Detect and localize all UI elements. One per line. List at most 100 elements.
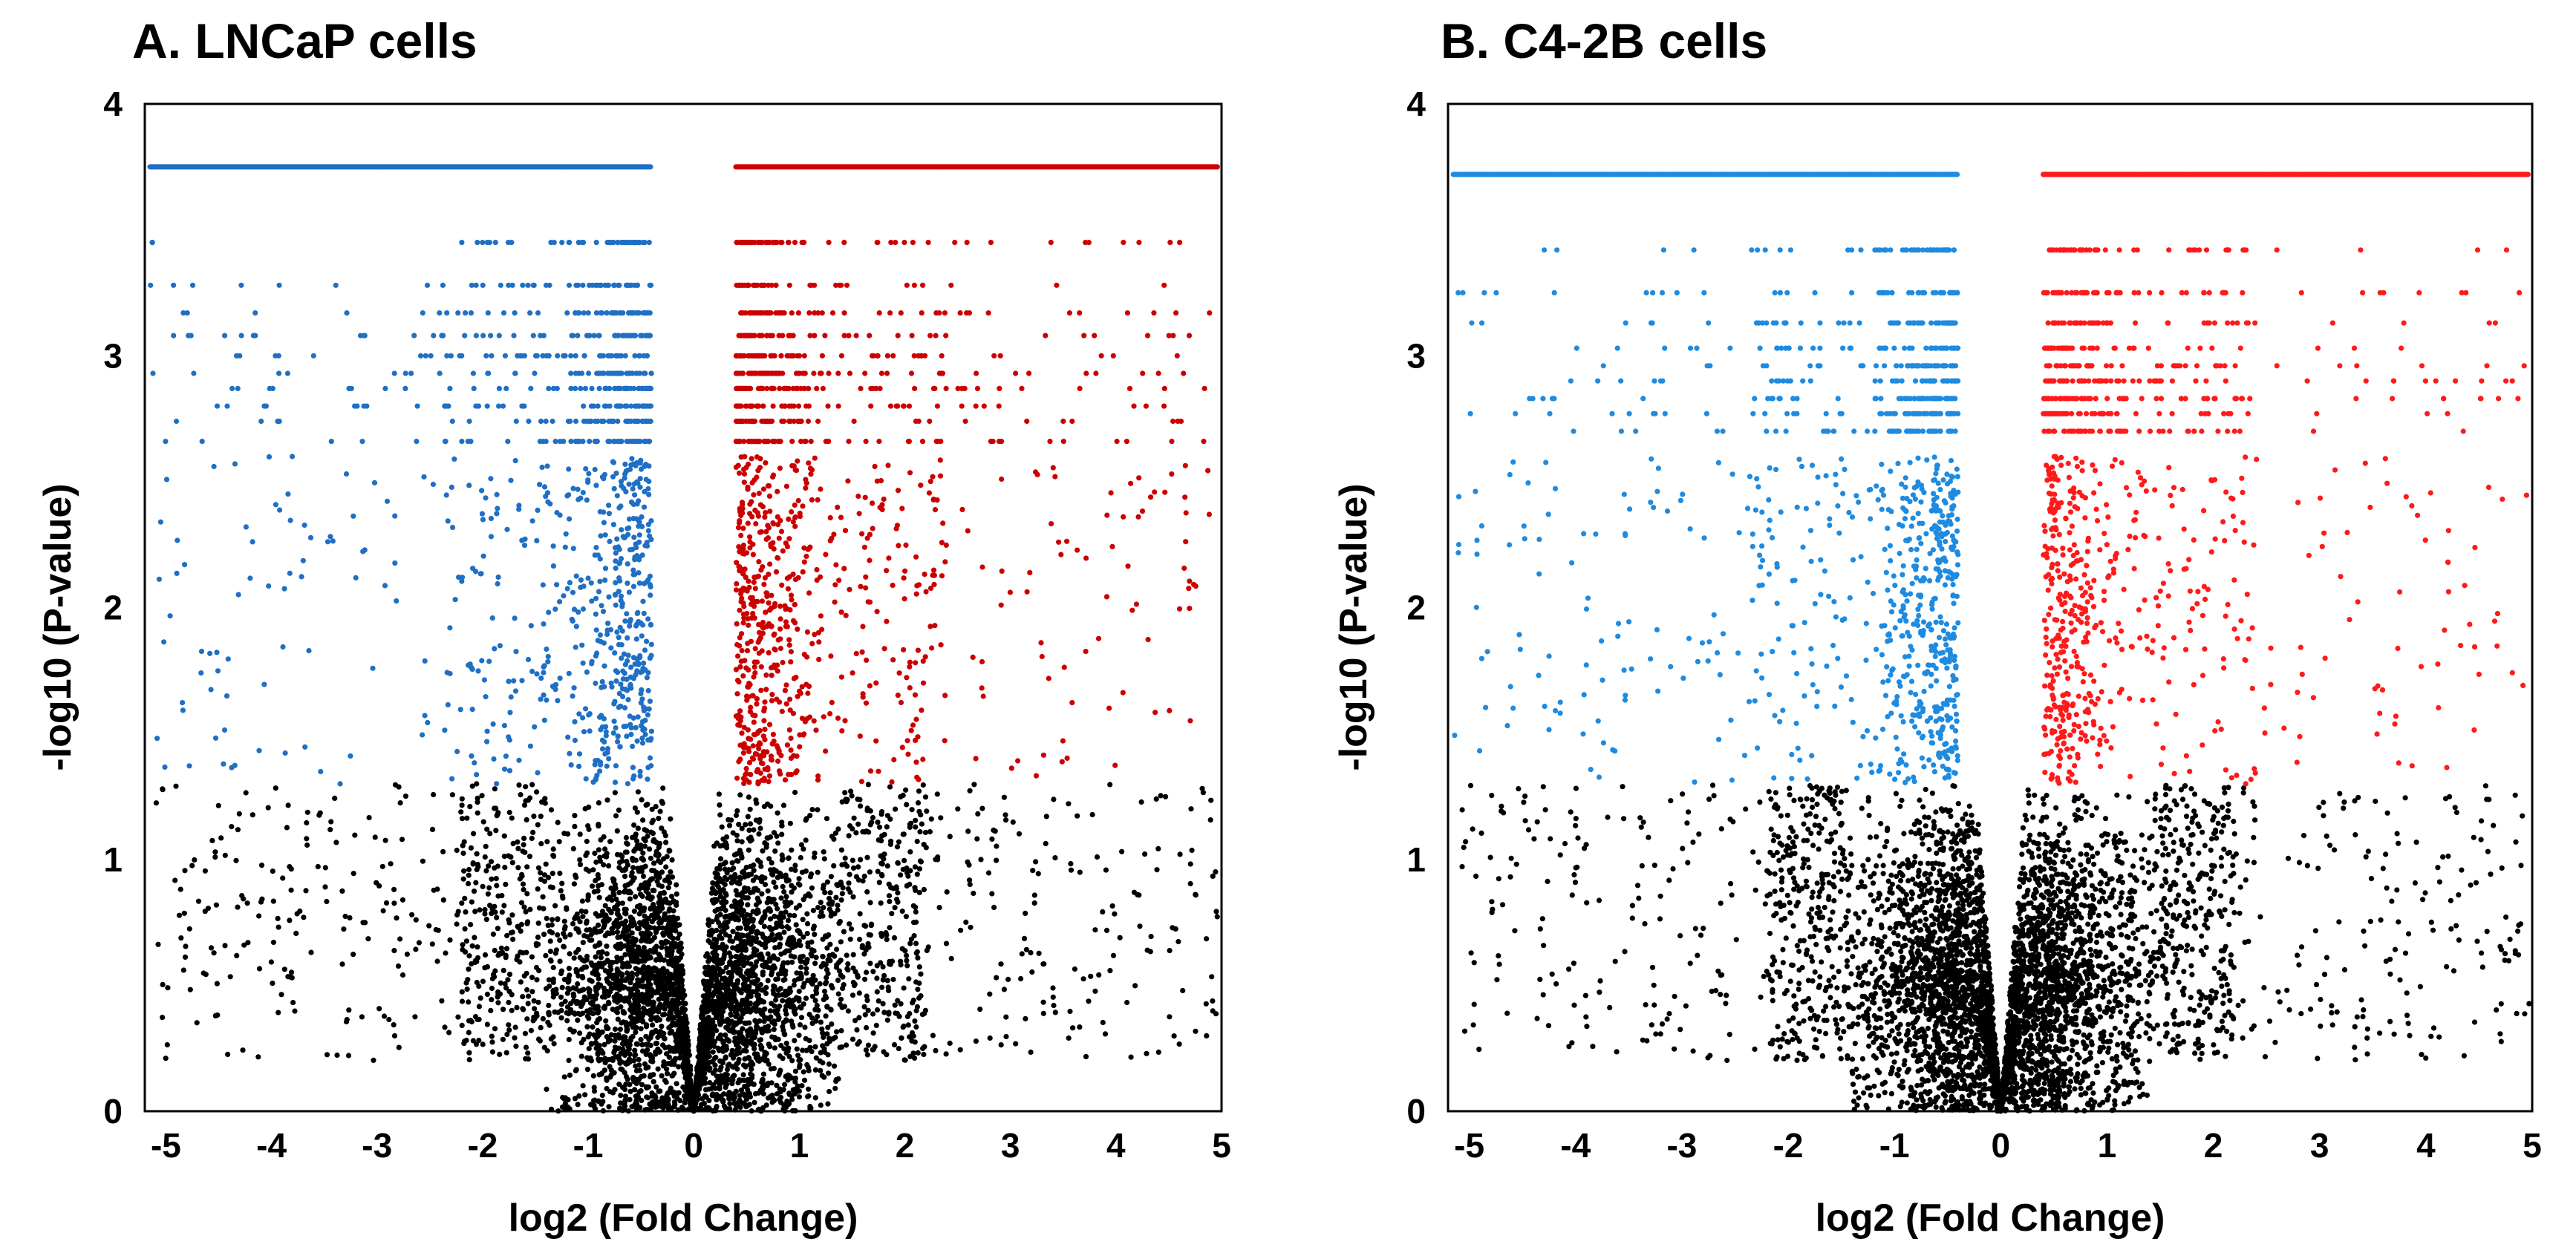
panel-a-point-not-significant: [194, 1020, 200, 1026]
panel-a-point-not-significant: [461, 1041, 467, 1047]
panel-a-point-not-significant: [622, 1010, 627, 1016]
panel-a-point-not-significant: [884, 863, 890, 869]
panel-a-point-not-significant: [772, 936, 778, 943]
panel-a-point-not-significant: [671, 1070, 677, 1076]
panel-a-point-not-significant: [936, 905, 942, 911]
panel-a-point-down: [520, 282, 526, 288]
panel-a-point-down: [630, 583, 637, 589]
panel-a-point-not-significant: [538, 841, 544, 847]
panel-a-point-down: [545, 658, 551, 665]
panel-a-point-not-significant: [796, 876, 802, 882]
panel-a-point-not-significant: [863, 1047, 869, 1053]
panel-a-point-not-significant: [492, 947, 498, 953]
panel-a-point-not-significant: [994, 843, 1000, 849]
panel-a-point-not-significant: [779, 852, 785, 858]
panel-a-point-not-significant: [759, 941, 765, 947]
panel-a-point-not-significant: [564, 1018, 570, 1024]
panel-a-point-not-significant: [865, 782, 871, 788]
panel-a-point-not-significant: [538, 877, 544, 883]
panel-a-point-not-significant: [834, 946, 840, 952]
panel-a-point-not-significant: [870, 1011, 876, 1017]
panel-a-point-not-significant: [1096, 972, 1102, 978]
panel-a-point-down: [532, 724, 538, 730]
panel-a-point-not-significant: [606, 1104, 612, 1110]
panel-a-point-not-significant: [571, 881, 578, 887]
panel-a-point-not-significant: [754, 1024, 760, 1030]
panel-a-point-not-significant: [584, 838, 590, 845]
panel-a-point-not-significant: [798, 943, 803, 949]
panel-a-point-not-significant: [815, 869, 821, 875]
panel-a-point-not-significant: [631, 848, 637, 854]
panel-a-point-not-significant: [1068, 867, 1075, 873]
panel-a-point-down: [513, 418, 519, 425]
panel-a-point-not-significant: [767, 908, 774, 915]
panel-a-point-down: [648, 592, 653, 598]
panel-a-point-not-significant: [547, 949, 554, 955]
panel-a-point-not-significant: [874, 1007, 881, 1013]
panel-a-point-not-significant: [639, 796, 645, 803]
panel-a-point-not-significant: [1036, 950, 1042, 956]
panel-a-point-not-significant: [755, 909, 761, 915]
panel-a-point-not-significant: [799, 1083, 805, 1089]
panel-a-point-not-significant: [256, 966, 263, 972]
panel-a-point-not-significant: [647, 1074, 653, 1080]
panel-a-point-not-significant: [706, 1098, 712, 1104]
panel-a-point-down: [424, 282, 431, 288]
panel-a-point-not-significant: [439, 998, 445, 1004]
panel-a-point-not-significant: [834, 1029, 840, 1035]
panel-a-point-not-significant: [413, 946, 419, 952]
panel-a-point-not-significant: [739, 854, 745, 860]
panel-a-point-not-significant: [842, 855, 848, 861]
panel-a-point-not-significant: [657, 860, 664, 866]
panel-a-point-not-significant: [745, 814, 751, 819]
panel-a-point-down: [644, 675, 650, 681]
panel-a-point-not-significant: [918, 971, 924, 977]
panel-a-point-not-significant: [821, 905, 826, 911]
panel-a-point-down: [593, 611, 599, 617]
panel-a-point-not-significant: [974, 836, 980, 842]
panel-a-point-not-significant: [1176, 1041, 1182, 1047]
panel-a-point-not-significant: [613, 943, 619, 949]
panel-a-point-not-significant: [708, 927, 714, 933]
panel-a-point-not-significant: [677, 980, 683, 986]
panel-a-point-not-significant: [590, 883, 596, 889]
panel-a-point-not-significant: [703, 971, 709, 978]
panel-a-point-down: [637, 773, 643, 779]
panel-a-point-not-significant: [225, 1051, 231, 1057]
panel-a-point-not-significant: [576, 929, 582, 935]
panel-a-point-not-significant: [1100, 909, 1106, 915]
panel-a-point-not-significant: [717, 862, 723, 868]
panel-a-point-not-significant: [636, 911, 642, 917]
panel-a-point-not-significant: [625, 960, 630, 966]
panel-a-point-not-significant: [916, 964, 922, 970]
panel-a-point-not-significant: [535, 865, 542, 871]
panel-a-point-not-significant: [746, 847, 752, 853]
panel-a-point-not-significant: [612, 1033, 618, 1038]
panel-a-point-not-significant: [469, 943, 475, 949]
panel-a-point-not-significant: [835, 903, 841, 909]
panel-a-point-down: [489, 353, 495, 359]
panel-a-point-not-significant: [270, 981, 275, 987]
panel-a-point-not-significant: [677, 965, 683, 971]
panel-a-point-not-significant: [598, 955, 604, 961]
panel-a-point-not-significant: [632, 805, 639, 811]
panel-a-point-down: [519, 403, 525, 409]
panel-a-point-not-significant: [328, 819, 334, 825]
panel-a-point-not-significant: [648, 855, 654, 861]
panel-a-point-not-significant: [213, 902, 219, 908]
panel-a-point-not-significant: [639, 1041, 645, 1047]
panel-a-point-not-significant: [651, 860, 657, 866]
panel-a-point-not-significant: [1158, 793, 1164, 799]
panel-a-point-not-significant: [712, 958, 718, 964]
panel-a-point-not-significant: [391, 948, 397, 954]
panel-a-point-not-significant: [212, 1012, 218, 1018]
panel-a-point-not-significant: [324, 1052, 330, 1058]
panel-a-point-not-significant: [639, 856, 645, 862]
panel-a-point-not-significant: [640, 873, 647, 880]
panel-a-point-down: [607, 626, 614, 633]
panel-a-point-down: [525, 656, 532, 663]
panel-a-point-not-significant: [792, 1086, 798, 1092]
panel-a-point-not-significant: [573, 986, 579, 992]
panel-a-point-not-significant: [998, 961, 1004, 967]
panel-a-point-not-significant: [668, 947, 674, 953]
